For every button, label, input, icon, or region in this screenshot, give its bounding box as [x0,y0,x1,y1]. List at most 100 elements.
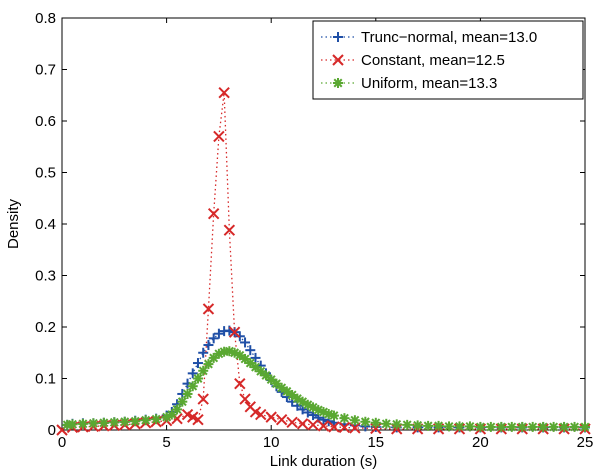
data-point [197,393,209,405]
legend-item: Uniform, mean=13.3 [321,75,497,92]
y-tick-label: 0.2 [35,319,56,336]
legend-marker [333,32,343,42]
data-point [317,420,330,432]
y-axis-label: Density [5,198,22,249]
data-point [381,418,392,429]
series-1 [56,86,591,436]
y-tick-label: 0.5 [35,165,56,182]
data-point [207,207,220,220]
data-point [548,421,559,432]
series-layer [56,86,591,436]
data-point [203,340,214,351]
data-point [67,419,78,430]
data-point [402,419,413,430]
data-point [77,418,88,429]
data-point [286,416,298,428]
data-point [349,415,360,426]
data-point [580,421,590,432]
data-point [228,326,241,338]
data-point [239,393,251,405]
data-point [213,328,224,339]
y-tick-label: 0 [48,422,56,439]
data-point [559,421,570,432]
x-axis-label: Link duration (s) [270,453,378,470]
data-point [234,377,246,390]
data-point [172,404,183,415]
data-point [192,413,204,426]
data-point [130,416,141,427]
data-point [370,417,381,428]
data-point [475,421,486,432]
data-point [187,368,198,379]
data-point [202,303,215,315]
data-point [88,418,99,429]
data-point [98,417,109,428]
data-point [223,224,236,236]
data-point [338,421,351,434]
data-point [192,373,203,384]
data-point [287,389,298,400]
data-point [182,388,193,399]
data-point [151,414,162,425]
data-point [213,130,225,143]
y-tick-label: 0.1 [35,371,56,388]
data-point [328,421,340,433]
axes: 0 5 10 15 20 25 0 0.1 0.2 0.3 0.4 0.5 0.6 0.7 0.8 [35,10,593,451]
data-point [198,347,209,358]
x-tick-label: 25 [577,434,594,451]
legend: Trunc−normal, mean=13.0 Constant, mean=12… [312,20,584,100]
data-point [506,421,517,432]
data-point [296,418,309,430]
data-point [234,350,245,361]
data-point [307,419,319,431]
legend-box [312,20,584,100]
data-point [412,420,423,431]
data-point [140,415,151,426]
data-point [433,420,444,431]
legend-label: Trunc−normal, mean=13.0 [361,29,537,46]
data-point [569,421,580,432]
data-point [517,421,528,432]
data-point [538,421,549,432]
data-point [276,382,287,393]
y-tick-label: 0.7 [35,62,56,79]
data-point [109,417,120,428]
legend-item: Constant, mean=12.5 [321,52,505,69]
x-tick-label: 0 [58,434,66,451]
data-point [360,416,371,427]
y-tick-label: 0.3 [35,268,56,285]
data-point [527,421,538,432]
data-point [255,408,267,421]
data-point [275,413,288,426]
x-tick-label: 5 [162,434,170,451]
x-tick-label: 20 [472,434,489,451]
data-point [423,420,434,431]
x-tick-label: 10 [263,434,280,451]
data-point [198,365,209,376]
data-point [444,421,455,432]
legend-marker [333,78,343,88]
data-point [208,333,219,344]
data-point [250,352,261,363]
series-line [61,92,585,431]
data-point [464,421,475,432]
data-point [496,421,507,432]
data-point [240,337,251,348]
data-point [349,422,361,434]
legend-item: Trunc−normal, mean=13.0 [321,29,537,46]
data-point [218,86,230,99]
data-point [187,381,198,392]
data-point [192,358,203,369]
x-tick-label: 15 [367,434,384,451]
data-point [454,421,465,432]
data-point [391,419,402,430]
y-tick-label: 0.6 [35,113,56,130]
data-point [328,410,339,421]
data-point [265,411,277,423]
data-point [485,421,496,432]
legend-marker [332,54,344,66]
data-point [177,396,188,407]
legend-label: Constant, mean=12.5 [361,52,505,69]
series-2 [62,346,590,432]
